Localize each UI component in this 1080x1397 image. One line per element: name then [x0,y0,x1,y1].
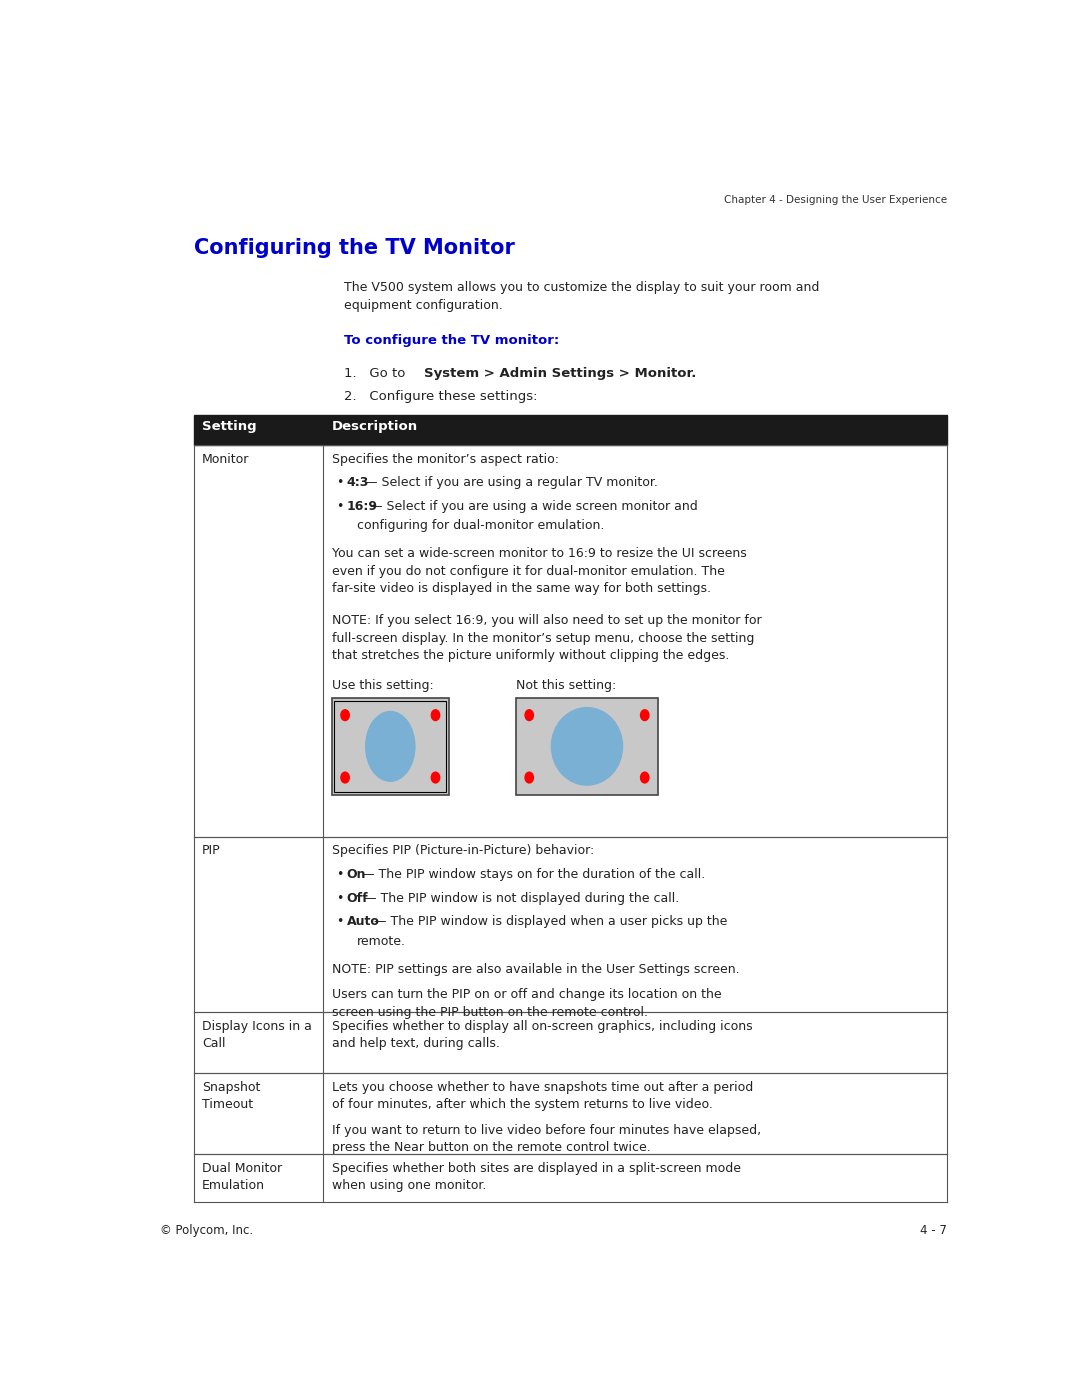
Text: Description: Description [332,420,418,433]
Circle shape [431,773,440,782]
Text: © Polycom, Inc.: © Polycom, Inc. [160,1224,253,1236]
Text: To configure the TV monitor:: To configure the TV monitor: [345,334,559,348]
Text: Users can turn the PIP on or off and change its location on the
screen using the: Users can turn the PIP on or off and cha… [332,989,721,1018]
Text: configuring for dual-monitor emulation.: configuring for dual-monitor emulation. [356,520,604,532]
Text: Setting: Setting [202,420,257,433]
Text: •: • [336,891,343,905]
Circle shape [640,773,649,782]
Text: PIP: PIP [202,844,220,858]
Text: Monitor: Monitor [202,453,249,465]
Text: Specifies the monitor’s aspect ratio:: Specifies the monitor’s aspect ratio: [332,453,558,465]
Text: — The PIP window stays on for the duration of the call.: — The PIP window stays on for the durati… [362,868,705,882]
Text: Dual Monitor
Emulation: Dual Monitor Emulation [202,1161,282,1192]
Circle shape [525,710,534,721]
Circle shape [431,710,440,721]
Text: Specifies whether both sites are displayed in a split-screen mode
when using one: Specifies whether both sites are display… [332,1161,741,1192]
Circle shape [341,710,349,721]
Text: NOTE: If you select 16:9, you will also need to set up the monitor for
full-scre: NOTE: If you select 16:9, you will also … [332,615,761,662]
Text: 1.   Go to: 1. Go to [345,366,410,380]
Ellipse shape [552,708,622,785]
Text: System > Admin Settings > Monitor.: System > Admin Settings > Monitor. [423,366,697,380]
Text: The V500 system allows you to customize the display to suit your room and
equipm: The V500 system allows you to customize … [345,281,820,312]
Circle shape [341,773,349,782]
FancyBboxPatch shape [332,698,449,795]
Text: On: On [347,868,366,882]
Text: •: • [336,868,343,882]
Circle shape [525,773,534,782]
Text: — The PIP window is displayed when a user picks up the: — The PIP window is displayed when a use… [374,915,727,928]
Text: — Select if you are using a wide screen monitor and: — Select if you are using a wide screen … [370,500,698,513]
Ellipse shape [366,711,415,781]
Text: NOTE: PIP settings are also available in the User Settings screen.: NOTE: PIP settings are also available in… [332,963,740,975]
Text: Specifies whether to display all on-screen graphics, including icons
and help te: Specifies whether to display all on-scre… [332,1020,753,1051]
Text: — Select if you are using a regular TV monitor.: — Select if you are using a regular TV m… [365,476,658,489]
Text: If you want to return to live video before four minutes have elapsed,
press the : If you want to return to live video befo… [332,1125,760,1154]
FancyBboxPatch shape [193,415,947,446]
Text: Not this setting:: Not this setting: [516,679,616,692]
Text: Snapshot
Timeout: Snapshot Timeout [202,1081,260,1111]
Text: Configuring the TV Monitor: Configuring the TV Monitor [193,237,514,257]
Text: Display Icons in a
Call: Display Icons in a Call [202,1020,312,1049]
FancyBboxPatch shape [516,698,658,795]
Text: 2.   Configure these settings:: 2. Configure these settings: [345,390,538,404]
Text: 4 - 7: 4 - 7 [920,1224,947,1236]
Text: Off: Off [347,891,368,905]
Text: •: • [336,476,343,489]
Text: remote.: remote. [356,935,406,947]
Text: •: • [336,915,343,928]
Text: — The PIP window is not displayed during the call.: — The PIP window is not displayed during… [364,891,678,905]
Text: Lets you choose whether to have snapshots time out after a period
of four minute: Lets you choose whether to have snapshot… [332,1081,753,1112]
Text: Use this setting:: Use this setting: [332,679,433,692]
Text: •: • [336,500,343,513]
Text: 4:3: 4:3 [347,476,369,489]
Text: 16:9: 16:9 [347,500,378,513]
Circle shape [640,710,649,721]
Text: You can set a wide-screen monitor to 16:9 to resize the UI screens
even if you d: You can set a wide-screen monitor to 16:… [332,548,746,595]
Text: Specifies PIP (Picture-in-Picture) behavior:: Specifies PIP (Picture-in-Picture) behav… [332,844,594,858]
Text: Auto: Auto [347,915,380,928]
Text: Chapter 4 - Designing the User Experience: Chapter 4 - Designing the User Experienc… [724,194,947,204]
